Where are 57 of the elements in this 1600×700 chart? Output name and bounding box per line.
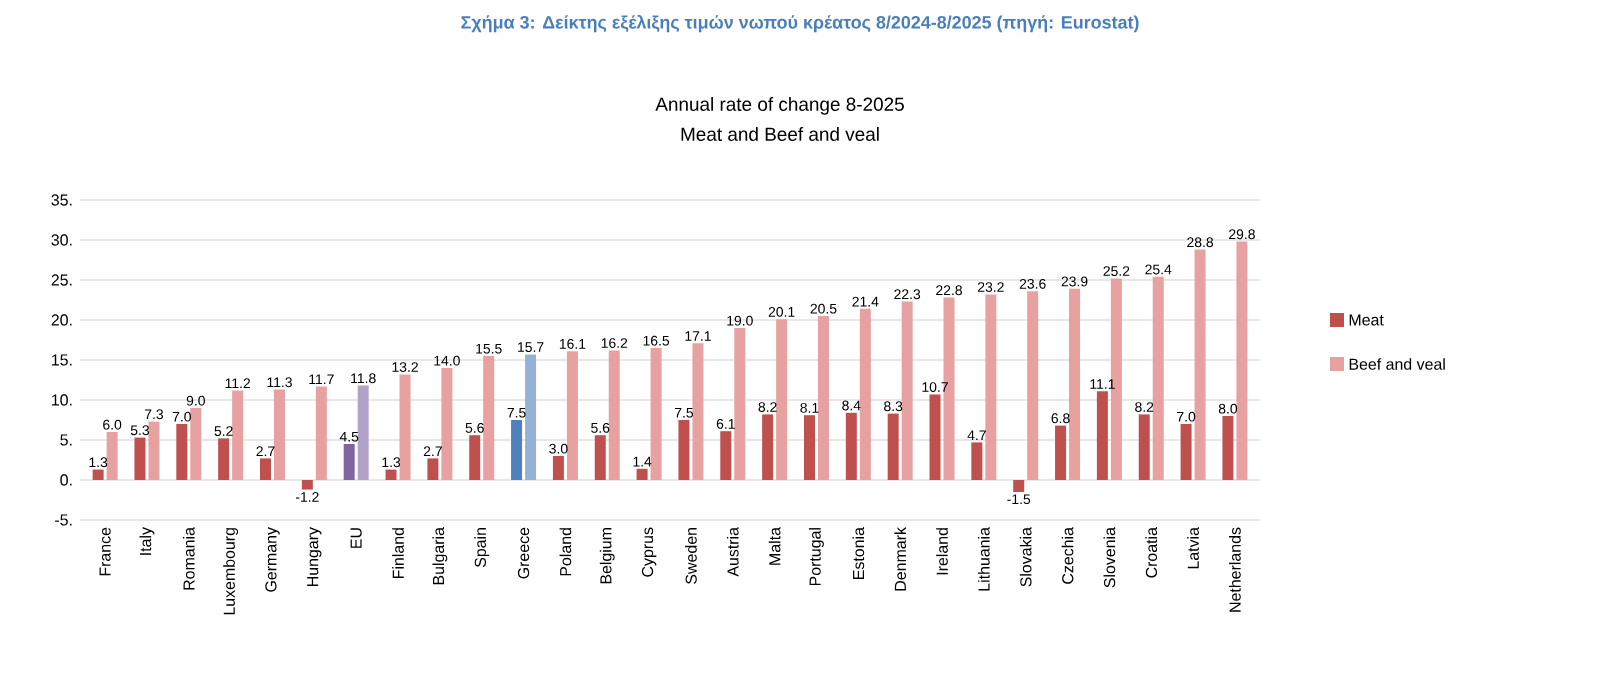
bar — [483, 356, 495, 480]
bar — [1138, 414, 1150, 480]
bar — [692, 343, 704, 480]
bar — [441, 368, 453, 480]
bar — [845, 412, 857, 480]
bar — [971, 442, 983, 480]
bar — [218, 438, 230, 480]
bar — [887, 413, 899, 480]
bar — [901, 301, 913, 480]
bar — [232, 390, 244, 480]
bar — [1013, 480, 1025, 492]
bar — [1194, 249, 1206, 480]
bar — [734, 328, 746, 480]
bar — [803, 415, 815, 480]
bar — [594, 435, 606, 480]
bar — [678, 420, 690, 480]
bar — [92, 469, 104, 480]
bar — [134, 437, 146, 480]
bar — [399, 374, 411, 480]
bar — [190, 408, 202, 480]
bar — [1027, 291, 1039, 480]
bar — [511, 420, 523, 480]
bar — [301, 480, 313, 490]
bar — [273, 389, 285, 480]
chart-subtitle: Annual rate of change 8-2025 — [655, 97, 904, 115]
bar — [762, 414, 774, 480]
bar — [636, 468, 648, 480]
bar — [148, 421, 160, 480]
bar — [176, 424, 188, 480]
bar — [566, 351, 578, 480]
bar — [776, 319, 788, 480]
bar — [1055, 425, 1067, 480]
bar — [817, 316, 829, 480]
bar — [343, 444, 355, 480]
bar — [259, 458, 271, 480]
bar — [1236, 241, 1248, 480]
bar — [859, 308, 871, 480]
bar — [1069, 288, 1081, 480]
bar — [525, 354, 537, 480]
bar — [929, 394, 941, 480]
bar — [1222, 416, 1234, 480]
bar — [315, 386, 327, 480]
bar — [608, 350, 620, 480]
bar — [427, 458, 439, 480]
bar — [469, 435, 481, 480]
bar — [552, 456, 564, 480]
bar — [650, 348, 662, 480]
bar — [385, 469, 397, 480]
bar — [1152, 276, 1164, 480]
chart-title: Σχήμα 3: Δείκτης εξέλιξης τιμών νωπού κρέατος 8/2024-8/2025 (πηγή: Eurostat) — [461, 15, 1139, 33]
bar — [1180, 424, 1192, 480]
bar — [985, 294, 997, 480]
bar — [106, 432, 118, 480]
bar — [720, 431, 732, 480]
bar — [1096, 391, 1108, 480]
text: Meat and Beef and veal — [681, 127, 879, 141]
bar — [357, 385, 369, 480]
